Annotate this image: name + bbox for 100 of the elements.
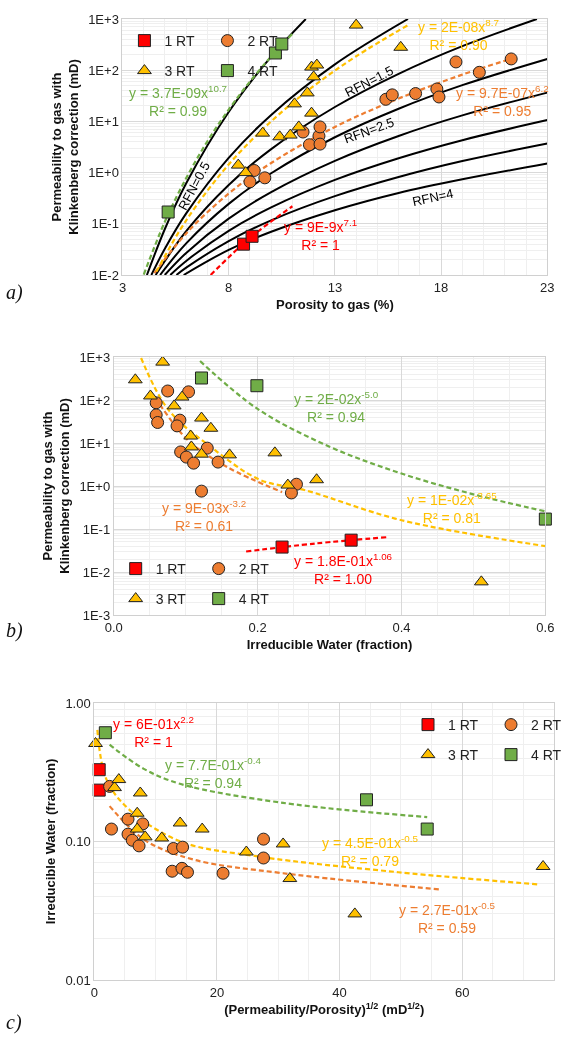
point xyxy=(195,484,208,498)
point xyxy=(245,229,259,243)
x-axis-title: Porosity to gas (%) xyxy=(276,297,394,313)
point xyxy=(161,205,175,219)
point xyxy=(180,865,194,879)
point xyxy=(538,512,552,526)
y-tick-label: 1E+0 xyxy=(79,478,111,494)
point xyxy=(275,540,289,554)
y-axis-title: Permeability to gas with Klinkenberg correction (mD) xyxy=(49,59,82,235)
legend-label: 3 RT xyxy=(155,591,187,608)
x-axis-title: (Permeability/Porosity)$^{1/2}$ (mD$^{1/2}$) xyxy=(224,1000,425,1018)
x-tick-label: 0 xyxy=(90,984,98,1000)
series-label: y = 3.7E-09x$^{10.7}$ R² = 0.99 xyxy=(129,83,228,120)
x-tick-label: 3 xyxy=(118,279,127,295)
series-label: y = 2.7E-01x$^{-0.5}$ R² = 0.59 xyxy=(399,900,496,937)
y-tick-label: 1E+2 xyxy=(88,62,119,78)
point xyxy=(161,384,175,398)
point xyxy=(304,106,319,117)
point xyxy=(449,55,463,69)
y-tick-label: 1E+3 xyxy=(79,349,111,365)
y-tick-label: 1E-1 xyxy=(82,521,111,537)
point xyxy=(313,137,327,151)
y-tick-label: 0.01 xyxy=(65,972,91,988)
series-label: y = 1E-02x$^{-3.65}$ R² = 0.81 xyxy=(407,490,498,527)
y-tick-label: 1.00 xyxy=(65,695,91,711)
point xyxy=(257,832,271,846)
y-tick-label: 1E+3 xyxy=(88,11,119,27)
point xyxy=(165,864,179,878)
legend-label: 1 RT xyxy=(448,717,479,734)
legend-label: 2 RT xyxy=(238,561,270,578)
point xyxy=(176,840,190,854)
legend-label: 3 RT xyxy=(164,63,195,80)
legend-label: 4 RT xyxy=(247,63,278,80)
point xyxy=(184,440,199,451)
point xyxy=(243,175,257,189)
legend-label: 1 RT xyxy=(164,33,195,50)
point xyxy=(504,52,518,66)
legend-label: 2 RT xyxy=(531,717,562,734)
point xyxy=(257,851,271,865)
x-tick-label: 0.6 xyxy=(536,619,555,635)
y-tick-label: 1E+1 xyxy=(79,435,111,451)
point xyxy=(187,456,201,470)
point xyxy=(211,455,225,469)
point xyxy=(151,415,165,429)
point xyxy=(195,371,208,385)
point xyxy=(121,812,135,826)
point xyxy=(92,763,106,777)
y-axis-title: Irreducible Water (fraction) xyxy=(43,758,59,925)
x-tick-label: 13 xyxy=(327,279,343,295)
point xyxy=(222,448,237,459)
series-label: y = 7.7E-01x$^{-0.4}$ R² = 0.94 xyxy=(165,755,262,792)
text: c) xyxy=(6,1011,22,1034)
y-tick-label: 0.10 xyxy=(65,834,91,850)
text: a) xyxy=(6,281,23,304)
x-tick-label: 8 xyxy=(225,279,233,295)
y-tick-label: 1E-2 xyxy=(82,564,111,580)
x-tick-label: 40 xyxy=(332,984,347,1000)
y-tick-label: 1E-1 xyxy=(91,216,119,232)
y-tick-label: 1E+2 xyxy=(79,392,111,408)
y-tick-label: 1E+0 xyxy=(88,165,119,181)
text: RFN=4 xyxy=(410,185,455,210)
point xyxy=(98,726,112,740)
x-tick-label: 20 xyxy=(209,984,225,1000)
line-series xyxy=(108,805,442,891)
point xyxy=(250,379,264,393)
point xyxy=(170,419,184,433)
point xyxy=(360,793,374,807)
legend-label: 3 RT xyxy=(448,747,479,764)
y-axis-title: Permeability to gas with Klinkenberg correction (mD) xyxy=(40,398,73,574)
point xyxy=(132,839,146,853)
point xyxy=(194,411,209,422)
x-axis-title: Irreducible Water (fraction) xyxy=(246,637,413,653)
point xyxy=(104,822,118,836)
point xyxy=(216,866,230,880)
point xyxy=(194,447,209,458)
point xyxy=(472,65,486,79)
series-label: y = 2E-08x$^{8.7}$ R² = 0.90 xyxy=(418,17,499,54)
point xyxy=(107,781,122,792)
point xyxy=(313,120,327,134)
point xyxy=(432,90,446,104)
x-tick-label: 18 xyxy=(433,279,449,295)
point xyxy=(409,87,423,101)
x-tick-label: 0.4 xyxy=(392,619,411,635)
legend-label: 4 RT xyxy=(531,747,562,764)
legend-label: 4 RT xyxy=(238,591,270,608)
point xyxy=(344,533,358,547)
point xyxy=(258,171,272,185)
line-series xyxy=(139,357,546,548)
x-tick-label: 23 xyxy=(540,279,555,295)
x-tick-label: 60 xyxy=(454,984,470,1000)
series-label: y = 4.5E-01x$^{-0.5}$ R² = 0.79 xyxy=(322,833,419,870)
point xyxy=(420,822,434,836)
legend-label: 1 RT xyxy=(155,561,187,578)
y-tick-label: 1E+1 xyxy=(88,113,119,129)
line-series xyxy=(169,119,548,275)
series-label: y = 2E-02x$^{-5.0}$ R² = 0.94 xyxy=(294,389,379,426)
line-series xyxy=(175,142,548,275)
point xyxy=(143,389,158,400)
series-label: y = 1.8E-01x$^{1.06}$ R² = 1.00 xyxy=(294,551,393,588)
text: b) xyxy=(6,619,23,642)
